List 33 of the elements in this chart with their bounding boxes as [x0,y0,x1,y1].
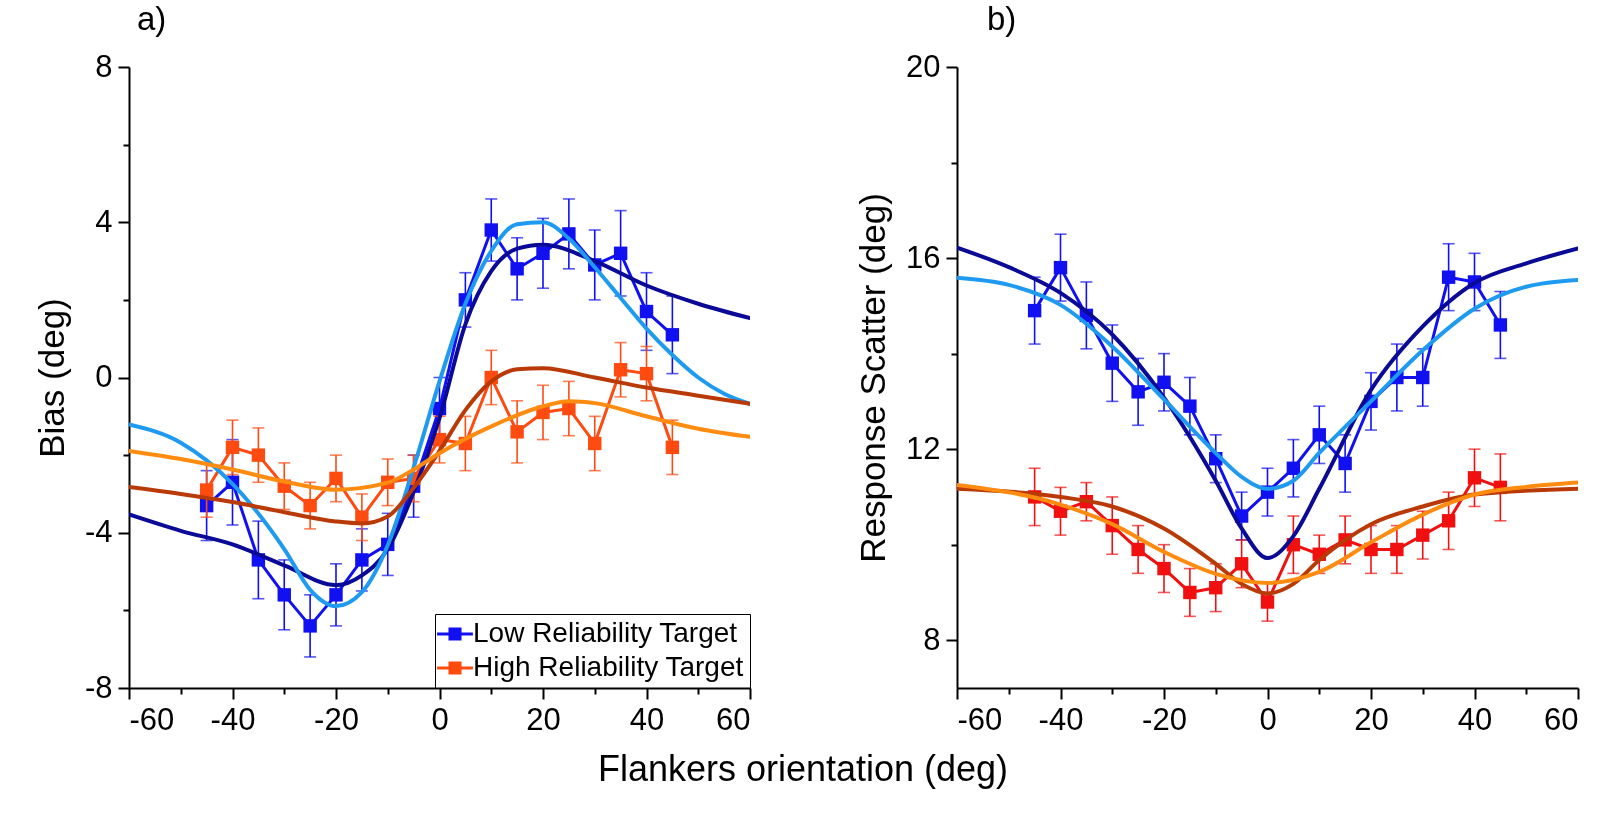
y-tick-label: 8 [95,48,113,84]
x-axis-title: Flankers orientation (deg) [596,748,1010,790]
y-tick-label: -8 [84,669,113,705]
y-axis-title: Bias (deg) [31,298,71,458]
x-tick-label: -60 [129,701,175,737]
y-tick-label: 16 [906,239,941,275]
y-tick-label: 20 [906,48,941,84]
x-tick-label: -20 [1142,701,1187,737]
x-tick-label: 40 [629,701,665,737]
x-tick-label: -20 [314,701,359,737]
x-tick-label: 0 [1259,701,1277,737]
y-tick-label: 8 [923,621,941,657]
y-tick-label: 12 [906,430,941,466]
chart-title: b) [987,0,1017,37]
line-series [957,245,1578,561]
x-tick-label: 0 [431,701,449,737]
legend-label: High Reliability Target [473,651,744,682]
y-tick-label: 4 [95,203,113,239]
y-axis-title: Response Scatter (deg) [853,193,893,563]
legend-label: Low Reliability Target [473,617,738,648]
x-tick-label: 40 [1457,701,1493,737]
line-series [129,366,750,526]
chart-title: a) [137,0,167,37]
x-tick-label: 20 [526,701,561,737]
line-series [129,399,750,492]
x-tick-label: -40 [1038,701,1084,737]
y-tick-label: -4 [84,514,113,550]
x-tick-label: -40 [210,701,256,737]
x-tick-label: 60 [1544,701,1579,737]
x-tick-label: 20 [1354,701,1389,737]
x-tick-label: 60 [716,701,751,737]
y-tick-label: 0 [95,359,113,394]
x-tick-label: -60 [957,701,1003,737]
